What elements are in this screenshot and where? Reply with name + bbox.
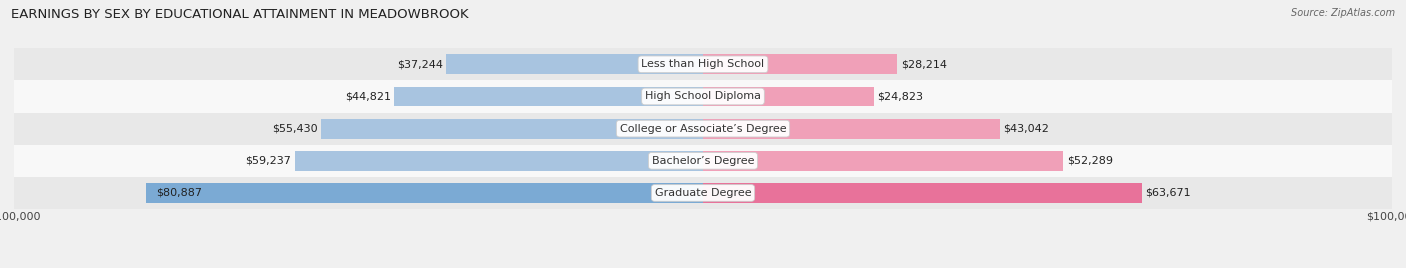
Bar <box>295 151 703 171</box>
Bar <box>703 54 897 74</box>
Text: EARNINGS BY SEX BY EDUCATIONAL ATTAINMENT IN MEADOWBROOK: EARNINGS BY SEX BY EDUCATIONAL ATTAINMEN… <box>11 8 468 21</box>
Text: High School Diploma: High School Diploma <box>645 91 761 102</box>
Text: $28,214: $28,214 <box>901 59 946 69</box>
Text: College or Associate’s Degree: College or Associate’s Degree <box>620 124 786 134</box>
Bar <box>703 87 875 106</box>
Text: $44,821: $44,821 <box>344 91 391 102</box>
Bar <box>321 119 703 139</box>
Bar <box>14 177 1392 209</box>
Bar <box>14 48 1392 80</box>
Text: Graduate Degree: Graduate Degree <box>655 188 751 198</box>
Text: $59,237: $59,237 <box>246 156 291 166</box>
Bar <box>14 145 1392 177</box>
Bar <box>703 151 1063 171</box>
Bar <box>447 54 703 74</box>
Bar <box>703 183 1142 203</box>
Bar <box>703 119 1000 139</box>
Text: Source: ZipAtlas.com: Source: ZipAtlas.com <box>1291 8 1395 18</box>
Text: $24,823: $24,823 <box>877 91 924 102</box>
Text: $80,887: $80,887 <box>156 188 202 198</box>
Bar <box>394 87 703 106</box>
Text: $37,244: $37,244 <box>396 59 443 69</box>
Text: $63,671: $63,671 <box>1144 188 1191 198</box>
Text: $43,042: $43,042 <box>1002 124 1049 134</box>
Text: $55,430: $55,430 <box>271 124 318 134</box>
Bar <box>14 80 1392 113</box>
Bar <box>146 183 703 203</box>
Text: Bachelor’s Degree: Bachelor’s Degree <box>652 156 754 166</box>
Text: Less than High School: Less than High School <box>641 59 765 69</box>
Text: $52,289: $52,289 <box>1067 156 1112 166</box>
Bar <box>14 113 1392 145</box>
